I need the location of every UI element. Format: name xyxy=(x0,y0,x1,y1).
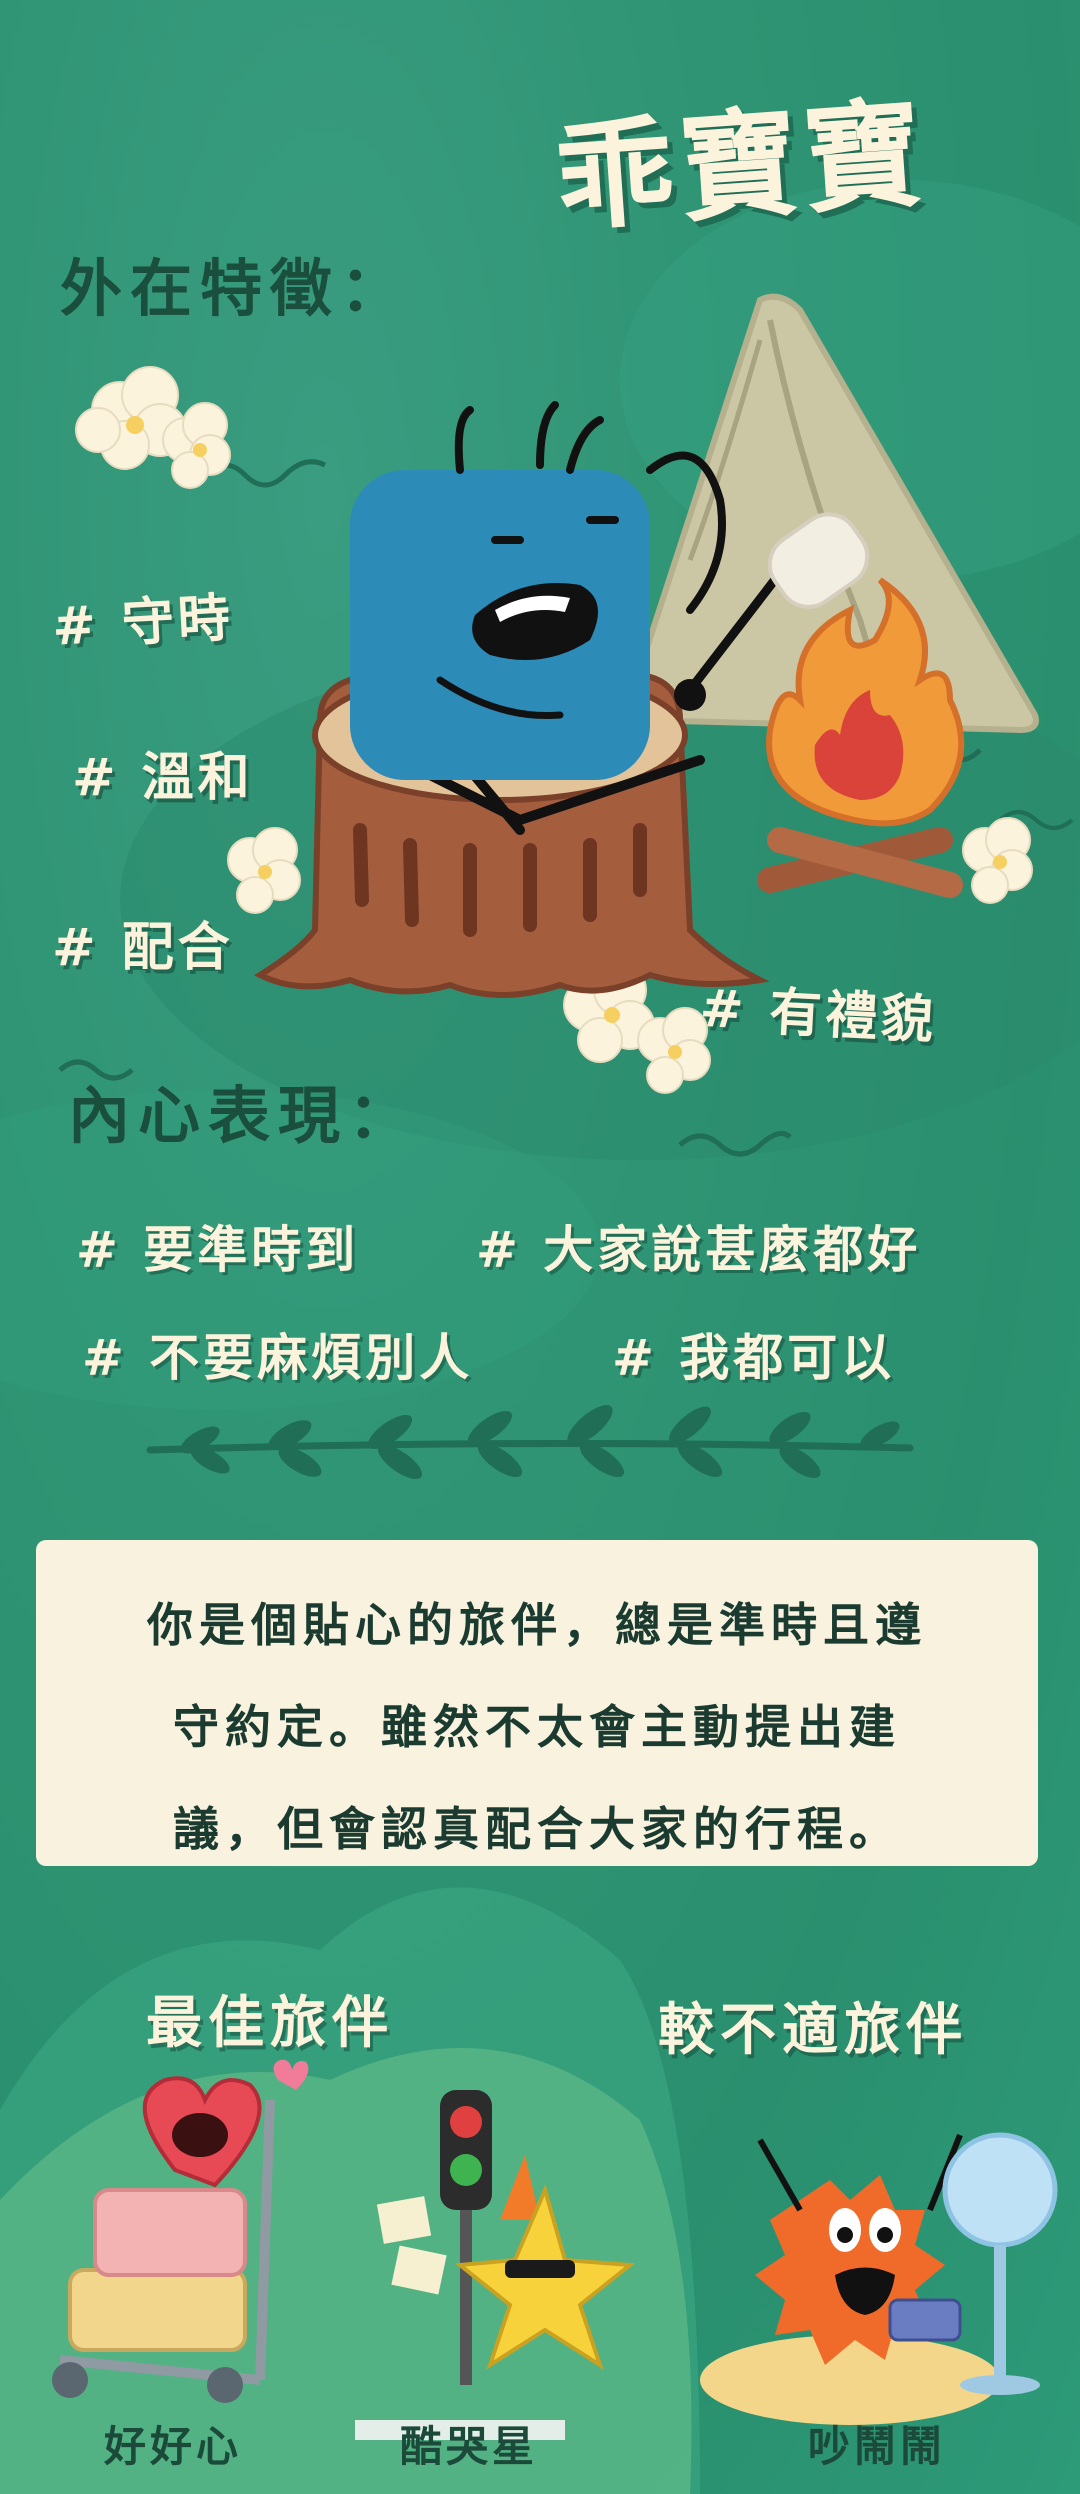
character-name-cool-cry-star: 酷哭星 xyxy=(400,2422,539,2471)
campfire-icon xyxy=(757,577,965,898)
appearance-tag-punctual: # 守時 xyxy=(50,588,236,658)
inner-tag-on-time: # 要準時到 xyxy=(76,1221,360,1279)
character-name-kind-heart: 好好心 xyxy=(104,2422,243,2471)
inner-tag-agree: # 大家說甚麼都好 xyxy=(476,1221,922,1279)
inner-tag-no-trouble: # 不要麻煩別人 xyxy=(82,1329,474,1387)
companion-illustrations xyxy=(52,2059,1058,2440)
inner-tag-anything: # 我都可以 xyxy=(612,1329,896,1387)
description-line: 議，但會認真配合大家的行程。 xyxy=(173,1802,901,1856)
best-companion-heading: 最佳旅伴 xyxy=(146,1991,394,2056)
appearance-tag-polite: # 有禮貌 xyxy=(698,978,939,1052)
heart-character-icon xyxy=(52,2059,309,2403)
camping-illustration xyxy=(75,293,1039,1094)
worst-companion-heading: 較不適旅伴 xyxy=(658,1998,968,2063)
appearance-tag-gentle: # 溫和 xyxy=(72,748,254,808)
appearance-heading: 外在特徵： xyxy=(60,252,411,325)
star-character-icon xyxy=(355,2090,636,2440)
noisy-character-icon xyxy=(700,2132,1058,2425)
inner-heading: 內心表現： xyxy=(68,1079,419,1152)
character-name-noisy: 吵鬧鬧 xyxy=(808,2422,947,2471)
description-card: 你是個貼心的旅伴，總是準時且遵 守約定。雖然不太會主動提出建 議，但會認真配合大… xyxy=(36,1540,1038,1866)
description-line: 你是個貼心的旅伴，總是準時且遵 xyxy=(147,1598,927,1652)
blue-character-icon xyxy=(350,401,870,835)
vine-divider xyxy=(146,1405,914,1480)
description-line: 守約定。雖然不太會主動提出建 xyxy=(173,1700,901,1754)
appearance-tag-cooperative: # 配合 xyxy=(52,918,234,978)
